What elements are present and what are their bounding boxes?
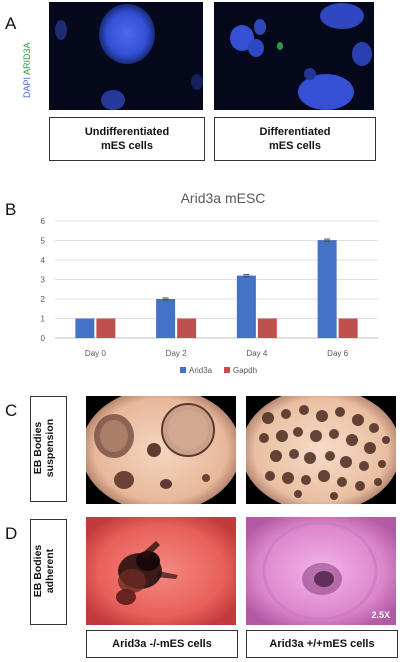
panel-b-letter: B (5, 200, 17, 219)
y-tick-label: 1 (41, 315, 46, 324)
side-label-adherent: EB Bodies adherent (32, 544, 56, 598)
bar-gapdh-1 (177, 318, 197, 338)
embryoid-body (310, 430, 322, 442)
embryoid-body (364, 442, 376, 454)
micrograph-differentiated (214, 2, 374, 110)
y-tick-label: 3 (41, 276, 46, 285)
side-label-suspension: EB Bodies suspension (32, 418, 56, 478)
caption-wildtype: Arid3a +/+mES cells (246, 630, 398, 658)
chart-title: Arid3a mESC (181, 190, 266, 206)
embryoid-body (352, 414, 364, 426)
embryoid-body (329, 429, 339, 439)
embryoid-body (335, 407, 345, 417)
bar-gapdh-2 (257, 318, 277, 338)
legend-label: Gapdh (233, 366, 257, 375)
arid3a-label: ARID3A (22, 42, 32, 75)
magnification-label: 2.5X (371, 610, 390, 620)
dapi-label: DAPI (22, 76, 32, 98)
panel-c-letter: C (5, 401, 18, 420)
embryoid-body (325, 451, 335, 461)
embryoid-body (316, 410, 328, 422)
x-tick-label: Day 4 (246, 349, 267, 358)
micrograph-suspension-knockout (86, 396, 236, 504)
bar-arid3a-2 (236, 275, 256, 338)
panel-d-letter: D (5, 524, 18, 543)
bar-arid3a-1 (156, 299, 176, 338)
embryoid-body (355, 481, 365, 491)
embryoid-body (301, 475, 311, 485)
y-tick-label: 2 (41, 295, 46, 304)
side-box-c (30, 396, 67, 502)
embryoid-body (262, 412, 274, 424)
y-tick-label: 6 (41, 217, 46, 226)
bar-gapdh-0 (96, 318, 116, 338)
embryoid-body (265, 471, 275, 481)
caption-undifferentiated: Undifferentiated mES cells (49, 117, 205, 161)
embryoid-body (293, 427, 303, 437)
y-tick-label: 0 (41, 334, 46, 343)
x-tick-label: Day 2 (166, 349, 187, 358)
micrograph-adherent-wildtype: 2.5X (246, 517, 396, 625)
embryoid-body (282, 472, 294, 484)
embryoid-body (359, 461, 369, 471)
embryoid-body (374, 478, 382, 486)
embryoid-body (340, 456, 352, 468)
y-tick-label: 4 (41, 256, 46, 265)
y-tick-label: 5 (41, 237, 46, 246)
embryoid-body (330, 492, 338, 500)
embryoid-body (369, 423, 379, 433)
embryoid-body (270, 450, 282, 462)
bar-arid3a-3 (317, 240, 337, 338)
embryoid-body (318, 470, 330, 482)
embryoid-body (299, 405, 309, 415)
legend-label: Arid3a (189, 366, 213, 375)
x-tick-label: Day 6 (327, 349, 348, 358)
bar-arid3a-0 (75, 318, 95, 338)
embryoid-body (346, 434, 358, 446)
embryoid-body (294, 490, 302, 498)
stain-label: DAPI ARID3A (22, 42, 32, 98)
embryoid-body (281, 409, 291, 419)
micrograph-suspension-wildtype (246, 396, 396, 504)
x-tick-label: Day 0 (85, 349, 106, 358)
embryoid-body (382, 436, 390, 444)
legend-swatch (180, 367, 186, 373)
side-box-d (30, 519, 67, 625)
caption-knockout: Arid3a -/-mES cells (86, 630, 238, 658)
micrograph-adherent-knockout (86, 517, 236, 625)
embryoid-body (259, 433, 269, 443)
embryoid-body (304, 452, 316, 464)
embryoid-body (337, 477, 347, 487)
embryoid-body (276, 430, 288, 442)
micrograph-undifferentiated (49, 2, 203, 110)
bar-chart: Arid3a mESC 0 1 2 3 4 5 6 Day 0 Day 2 Day 4 Day 6… (41, 190, 378, 375)
panel-a-letter: A (5, 14, 17, 33)
bar-gapdh-3 (338, 318, 358, 338)
embryoid-body (378, 460, 386, 468)
caption-differentiated: Differentiated mES cells (214, 117, 376, 161)
embryoid-body (289, 449, 299, 459)
legend-swatch (224, 367, 230, 373)
